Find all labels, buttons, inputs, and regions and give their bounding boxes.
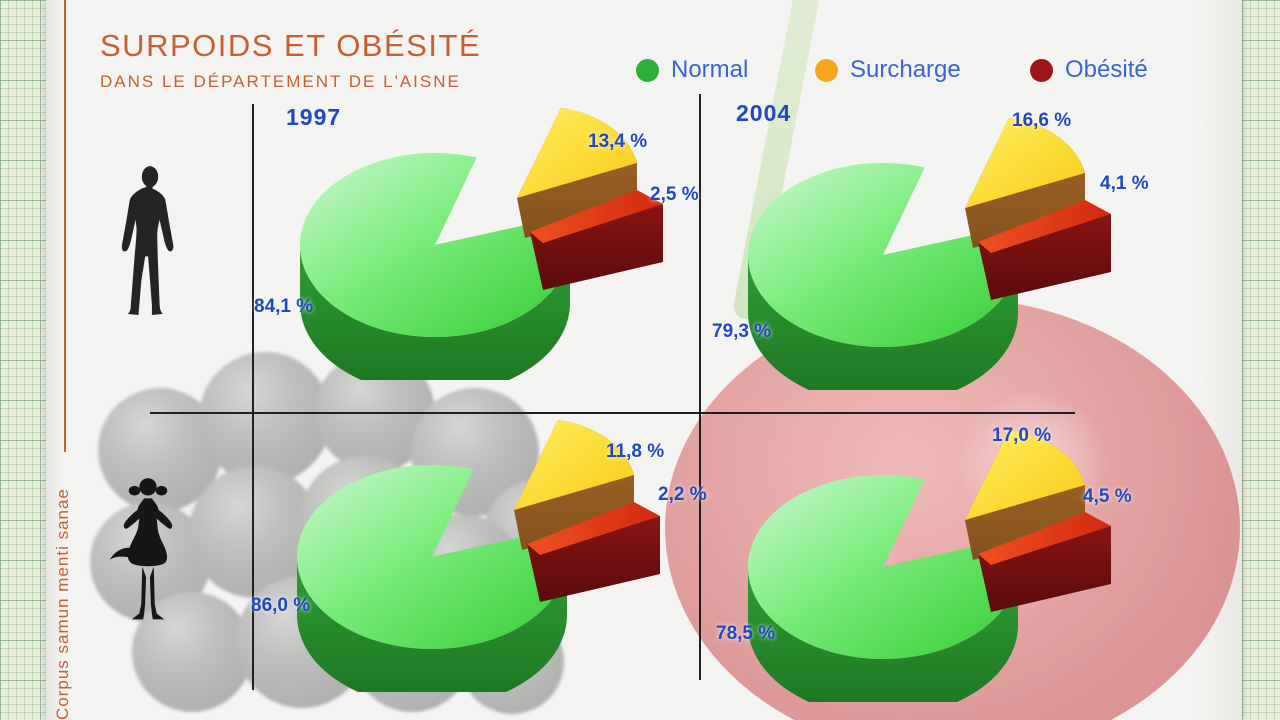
green-dot-icon (636, 58, 659, 82)
pct-label-obesite: 4,1 % (1100, 173, 1149, 194)
legend-item-surcharge: Surcharge (815, 56, 961, 84)
pct-label-surcharge: 13,4 % (588, 131, 648, 152)
pct-label-obesite: 2,5 % (650, 184, 699, 205)
pct-label-surcharge: 17,0 % (992, 425, 1052, 446)
page-title: SURPOIDS ET OBÉSITÉ (100, 28, 482, 63)
legend-label-normal: Normal (671, 56, 749, 83)
legend-label-surcharge: Surcharge (850, 56, 961, 83)
sidebar-caption: Corpus samun menti sanae (53, 488, 72, 720)
pie-chart-1997-women (282, 392, 662, 692)
legend-item-obesite: Obésité (1030, 56, 1148, 84)
column-label-2004: 2004 (736, 100, 792, 126)
legend-label-obesite: Obésité (1065, 56, 1148, 83)
pie-chart-1997-men (285, 80, 665, 380)
yellow-dot-icon (815, 58, 838, 82)
axis-horizontal (150, 412, 1075, 414)
dark-red-dot-icon (1030, 58, 1053, 82)
legend-item-normal: Normal (636, 56, 748, 84)
column-label-1997: 1997 (286, 104, 342, 130)
pct-label-surcharge: 16,6 % (1012, 110, 1072, 131)
graph-paper-right-margin (1242, 0, 1280, 720)
pct-label-normal: 79,3 % (712, 321, 772, 342)
page-subtitle: DANS LE DÉPARTEMENT DE L'AISNE (100, 72, 461, 91)
graph-paper-left-margin (0, 0, 46, 720)
axis-vertical-middle (699, 94, 701, 680)
woman-silhouette-icon (109, 478, 173, 620)
pct-label-obesite: 2,2 % (658, 484, 707, 505)
pct-label-normal: 86,0 % (251, 595, 311, 616)
pct-label-obesite: 4,5 % (1083, 486, 1132, 507)
pie-chart-2004-women (733, 402, 1113, 702)
pct-label-normal: 84,1 % (254, 296, 314, 317)
pie-chart-2004-men (733, 90, 1113, 390)
sidebar-vertical-rule (64, 0, 66, 452)
pct-label-surcharge: 11,8 % (606, 441, 665, 462)
man-silhouette-icon (121, 166, 174, 315)
pct-label-normal: 78,5 % (716, 623, 776, 644)
